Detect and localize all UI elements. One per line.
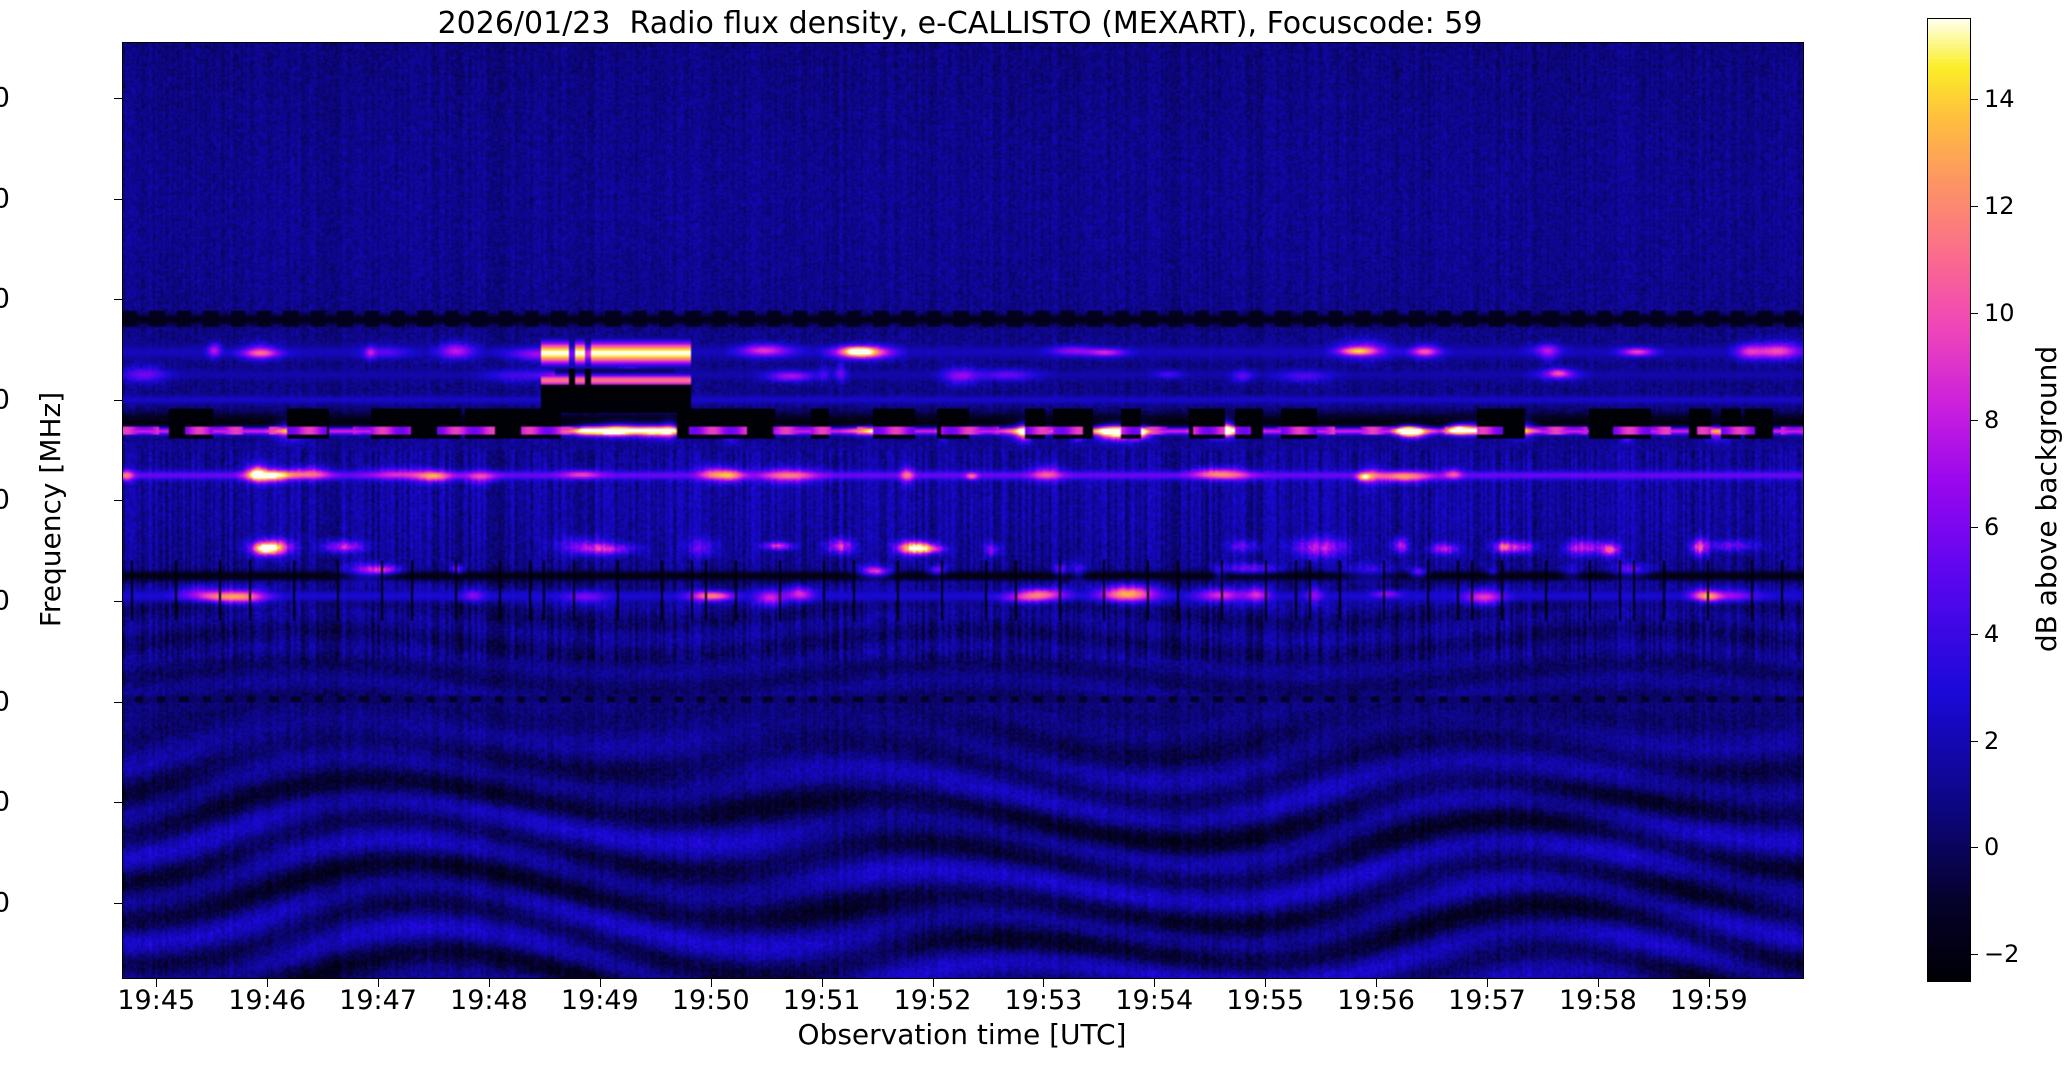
x-tick-label: 19:52	[893, 985, 972, 1016]
colorbar-gradient	[1928, 19, 1970, 981]
colorbar-tick-label: 14	[1984, 85, 2015, 114]
x-tick-mark	[1597, 978, 1599, 987]
x-tick-mark	[267, 978, 269, 987]
colorbar-tick-mark	[1970, 526, 1978, 528]
y-tick-label: 80	[0, 786, 10, 818]
y-tick-mark	[114, 500, 123, 502]
x-tick-label: 19:48	[450, 985, 528, 1016]
y-tick-label: 120	[0, 585, 10, 617]
spectrogram-plot-area	[122, 42, 1804, 979]
x-tick-label: 19:45	[117, 985, 196, 1016]
colorbar-tick-mark	[1970, 740, 1978, 742]
x-tick-mark	[599, 978, 601, 987]
colorbar-tick-label: 0	[1984, 833, 2000, 862]
y-tick-mark	[114, 802, 123, 804]
x-tick-mark	[1154, 978, 1156, 987]
x-tick-mark	[378, 978, 380, 987]
colorbar-tick-mark	[1970, 633, 1978, 635]
page-title: 2026/01/23 Radio flux density, e-CALLIST…	[437, 6, 1483, 41]
colorbar-tick-label: 8	[1984, 405, 2000, 434]
y-tick-mark	[114, 198, 123, 200]
colorbar-tick-mark	[1970, 954, 1978, 956]
y-tick-label: 220	[0, 82, 10, 114]
colorbar-tick-label: 2	[1984, 726, 2000, 755]
colorbar-tick-mark	[1970, 99, 1978, 101]
y-tick-label: 100	[0, 686, 10, 718]
x-tick-label: 19:56	[1337, 985, 1415, 1016]
y-tick-mark	[114, 399, 123, 401]
x-tick-mark	[821, 978, 823, 987]
x-tick-mark	[1708, 978, 1710, 987]
x-tick-label: 19:59	[1669, 985, 1748, 1016]
colorbar-tick-mark	[1970, 847, 1978, 849]
x-tick-mark	[488, 978, 490, 987]
colorbar-tick-mark	[1970, 206, 1978, 208]
colorbar-tick-label: 4	[1984, 619, 2000, 648]
x-tick-label: 19:50	[671, 985, 750, 1016]
x-tick-mark	[1376, 978, 1378, 987]
y-tick-label: 60	[0, 887, 10, 919]
x-tick-label: 19:51	[782, 985, 861, 1016]
x-tick-mark	[156, 978, 158, 987]
x-tick-label: 19:54	[1115, 985, 1194, 1016]
y-tick-mark	[114, 299, 123, 301]
x-tick-label: 19:46	[228, 985, 307, 1016]
colorbar-tick-label: −2	[1984, 940, 2020, 969]
spectrogram-image	[123, 43, 1803, 978]
x-tick-label: 19:47	[339, 985, 417, 1016]
colorbar	[1927, 18, 1971, 982]
y-tick-label: 160	[0, 384, 10, 416]
y-tick-label: 200	[0, 183, 10, 215]
y-tick-label: 180	[0, 283, 10, 315]
x-tick-mark	[1486, 978, 1488, 987]
x-tick-label: 19:55	[1226, 985, 1305, 1016]
x-tick-mark	[932, 978, 934, 987]
colorbar-tick-label: 10	[1984, 298, 2015, 327]
colorbar-label: dB above background	[2030, 345, 2063, 653]
y-tick-label: 140	[0, 484, 10, 516]
x-tick-label: 19:57	[1448, 985, 1526, 1016]
y-tick-mark	[114, 701, 123, 703]
x-tick-label: 19:58	[1558, 985, 1637, 1016]
colorbar-tick-label: 12	[1984, 192, 2015, 221]
y-axis-label: Frequency [MHz]	[34, 391, 67, 628]
x-tick-mark	[710, 978, 712, 987]
x-tick-label: 19:49	[560, 985, 639, 1016]
x-tick-label: 19:53	[1004, 985, 1083, 1016]
y-tick-mark	[114, 98, 123, 100]
colorbar-tick-label: 6	[1984, 512, 2000, 541]
x-axis-label: Observation time [UTC]	[797, 1018, 1127, 1051]
y-tick-mark	[114, 902, 123, 904]
colorbar-tick-mark	[1970, 419, 1978, 421]
x-tick-mark	[1265, 978, 1267, 987]
colorbar-tick-mark	[1970, 312, 1978, 314]
x-tick-mark	[1043, 978, 1045, 987]
y-tick-mark	[114, 600, 123, 602]
